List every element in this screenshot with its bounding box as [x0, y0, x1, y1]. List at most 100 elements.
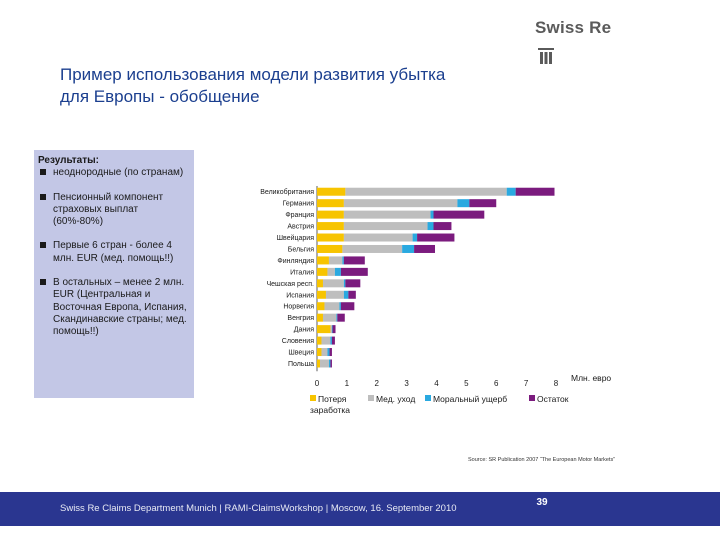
bar-segment	[327, 348, 330, 357]
bar-segment	[433, 210, 485, 219]
bar-segment	[336, 313, 338, 322]
category-label: Бельгия	[288, 246, 314, 253]
category-label: Норвегия	[283, 304, 314, 311]
category-label: Финляндия	[277, 258, 314, 265]
x-tick-label: 6	[494, 379, 499, 388]
bar-segment	[343, 279, 346, 288]
bar-segment	[317, 187, 346, 196]
bar-segment	[342, 256, 344, 265]
legend-swatch	[310, 395, 316, 401]
bar-segment	[317, 290, 326, 299]
x-tick-label: 4	[434, 379, 439, 388]
results-item-text: Пенсионный компонент страховых выплат (6…	[53, 191, 164, 228]
bar-segment	[329, 348, 332, 357]
bar-segment	[321, 348, 328, 357]
bar-segment	[506, 187, 516, 196]
results-item: неоднородные (по странам)	[38, 167, 190, 179]
legend-swatch	[529, 395, 535, 401]
bar-segment	[322, 313, 337, 322]
bar-segment	[402, 244, 415, 253]
bar-segment	[348, 290, 356, 299]
category-label: Венгрия	[287, 315, 314, 322]
bar-segment	[317, 336, 322, 345]
bar-segment	[469, 199, 497, 208]
x-tick-label: 2	[375, 379, 380, 388]
bar-segment	[342, 244, 403, 253]
bar-segment	[317, 199, 344, 208]
category-label: Франция	[285, 212, 314, 219]
bar-segment	[331, 336, 335, 345]
results-item-text: Первые 6 стран - более 4 млн. EUR (мед. …	[53, 240, 174, 264]
bar-segment	[317, 359, 320, 368]
bar-segment	[340, 302, 355, 311]
bar-segment	[332, 325, 336, 334]
x-tick-label: 1	[345, 379, 350, 388]
bar-segment	[433, 222, 452, 231]
bar-segment	[345, 279, 361, 288]
bar-segment	[430, 210, 434, 219]
category-label: Польша	[288, 361, 314, 368]
bar-segment	[515, 187, 555, 196]
brand-logo: Swiss Re	[535, 18, 612, 37]
footer-bar: Swiss Re Claims Department Munich | RAMI…	[0, 492, 720, 526]
bar-segment	[317, 348, 322, 357]
bar-segment	[330, 359, 332, 368]
bar-segment	[343, 256, 365, 265]
bar-segment	[321, 336, 331, 345]
square-bullet-icon	[40, 279, 46, 286]
category-label: Словения	[282, 338, 314, 345]
slide-title-line1: Пример использования модели развития убы…	[60, 65, 446, 84]
square-bullet-icon	[40, 242, 46, 249]
bar-segment	[331, 325, 333, 334]
bar-segment	[317, 222, 344, 231]
legend-label-line: Потеря	[318, 394, 347, 404]
bar-segment	[414, 244, 436, 253]
bar-segment	[317, 244, 343, 253]
category-label: Дания	[294, 327, 314, 334]
x-tick-label: 8	[554, 379, 559, 388]
bar-segment	[427, 222, 434, 231]
bar-segment	[340, 267, 368, 276]
bar-segment	[324, 302, 340, 311]
page-number: 39	[536, 497, 548, 508]
category-label: Чешская респ.	[266, 281, 314, 288]
category-label: Швеция	[288, 350, 314, 357]
results-heading: Результаты:	[38, 155, 99, 166]
bar-segment	[330, 336, 332, 345]
legend-label: Моральный ущерб	[433, 394, 507, 404]
legend-swatch	[368, 395, 374, 401]
results-panel: Результаты: неоднородные (по странам) Пе…	[34, 150, 194, 398]
x-tick-label: 5	[464, 379, 469, 388]
swiss-re-logo-icon	[538, 48, 554, 64]
legend-label: Потеря заработка	[310, 394, 350, 415]
slide-title-line2: для Европы - обобщение	[60, 87, 260, 106]
x-tick-label: 3	[404, 379, 409, 388]
category-label: Великобритания	[260, 188, 314, 196]
legend-swatch	[425, 395, 431, 401]
category-label: Испания	[286, 292, 314, 299]
results-item-text: В остальных – менее 2 млн. EUR (Централь…	[53, 277, 187, 338]
slide-title: Пример использования модели развития убы…	[60, 64, 445, 108]
bar-segment	[343, 233, 413, 242]
bar-segment	[343, 210, 431, 219]
category-label: Италия	[290, 269, 314, 276]
bar-segment	[317, 256, 329, 265]
results-item: Пенсионный компонент страховых выплат (6…	[38, 192, 190, 229]
bar-segment	[317, 302, 325, 311]
legend-label-line: заработка	[310, 405, 350, 415]
bar-segment	[328, 359, 331, 368]
stacked-bar-chart: Великобритания Германия Франция Австрия Швей…	[260, 186, 611, 415]
bar-segment	[345, 187, 507, 196]
bar-segment	[325, 290, 344, 299]
bar-segment	[330, 325, 332, 334]
bar-segment	[412, 233, 418, 242]
bar-segment	[319, 359, 329, 368]
source-note: Source: SR Publication 2007 “The Europea…	[468, 457, 616, 463]
bar-segment	[317, 325, 331, 334]
bar-segment	[317, 279, 323, 288]
square-bullet-icon	[40, 169, 46, 176]
square-bullet-icon	[40, 193, 46, 200]
bar-segment	[317, 267, 328, 276]
x-tick-label: 7	[524, 379, 529, 388]
legend-label: Мед. уход	[376, 394, 415, 404]
